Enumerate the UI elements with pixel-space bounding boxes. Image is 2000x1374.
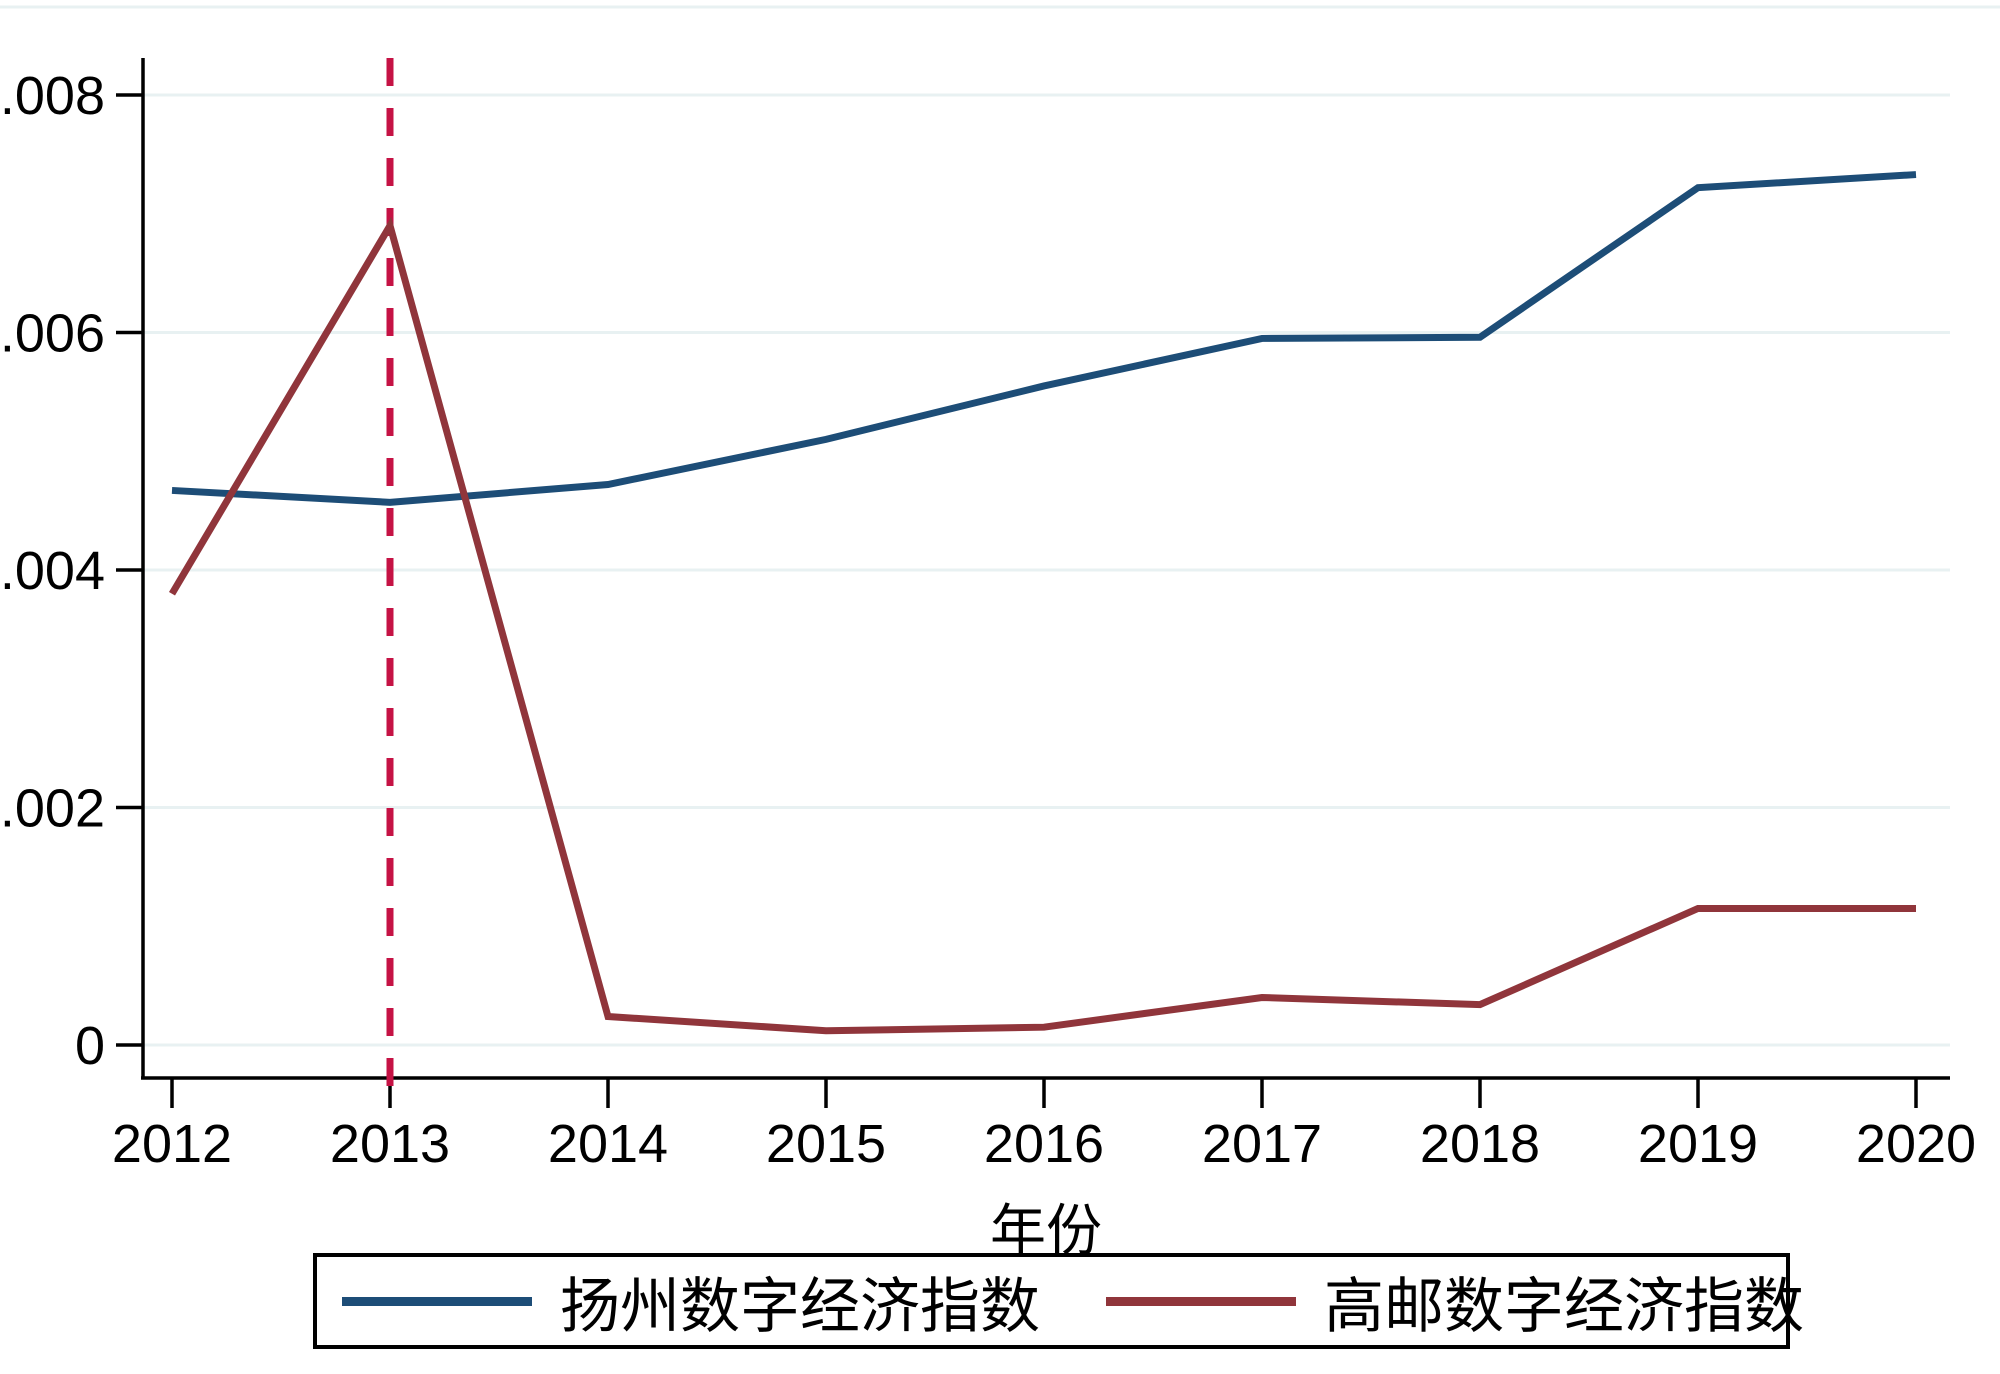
y-tick-label: .002	[0, 779, 105, 839]
x-tick-label: 2020	[1856, 1114, 1976, 1174]
legend: 扬州数字经济指数 高邮数字经济指数	[313, 1253, 1804, 1349]
y-tick-label: .008	[0, 66, 105, 126]
legend-item-yangzhou: 扬州数字经济指数	[342, 1258, 1040, 1345]
series-line-yangzhou	[171, 171, 1917, 506]
x-tick-label: 2013	[330, 1114, 450, 1174]
series-line-gaoyou	[168, 216, 1916, 1035]
legend-item-gaoyou: 高邮数字经济指数	[1106, 1258, 1804, 1345]
x-tick-label: 2017	[1202, 1114, 1322, 1174]
x-tick-label: 2014	[548, 1114, 668, 1174]
legend-label-yangzhou: 扬州数字经济指数	[560, 1273, 1040, 1340]
x-tick-label: 2018	[1420, 1114, 1540, 1174]
legend-line-swatch-yangzhou	[342, 1296, 532, 1306]
y-tick-label: 0	[75, 1016, 105, 1076]
y-tick-label: .004	[0, 541, 105, 601]
x-axis-title: 年份	[990, 1201, 1102, 1263]
x-tick-label: 2016	[984, 1114, 1104, 1174]
legend-line-swatch-gaoyou	[1106, 1296, 1296, 1306]
x-tick-label: 2015	[766, 1114, 886, 1174]
y-tick-label: .006	[0, 304, 105, 364]
x-tick-label: 2019	[1638, 1114, 1758, 1174]
x-tick-label: 2012	[112, 1114, 232, 1174]
legend-label-gaoyou: 高邮数字经济指数	[1324, 1273, 1804, 1340]
